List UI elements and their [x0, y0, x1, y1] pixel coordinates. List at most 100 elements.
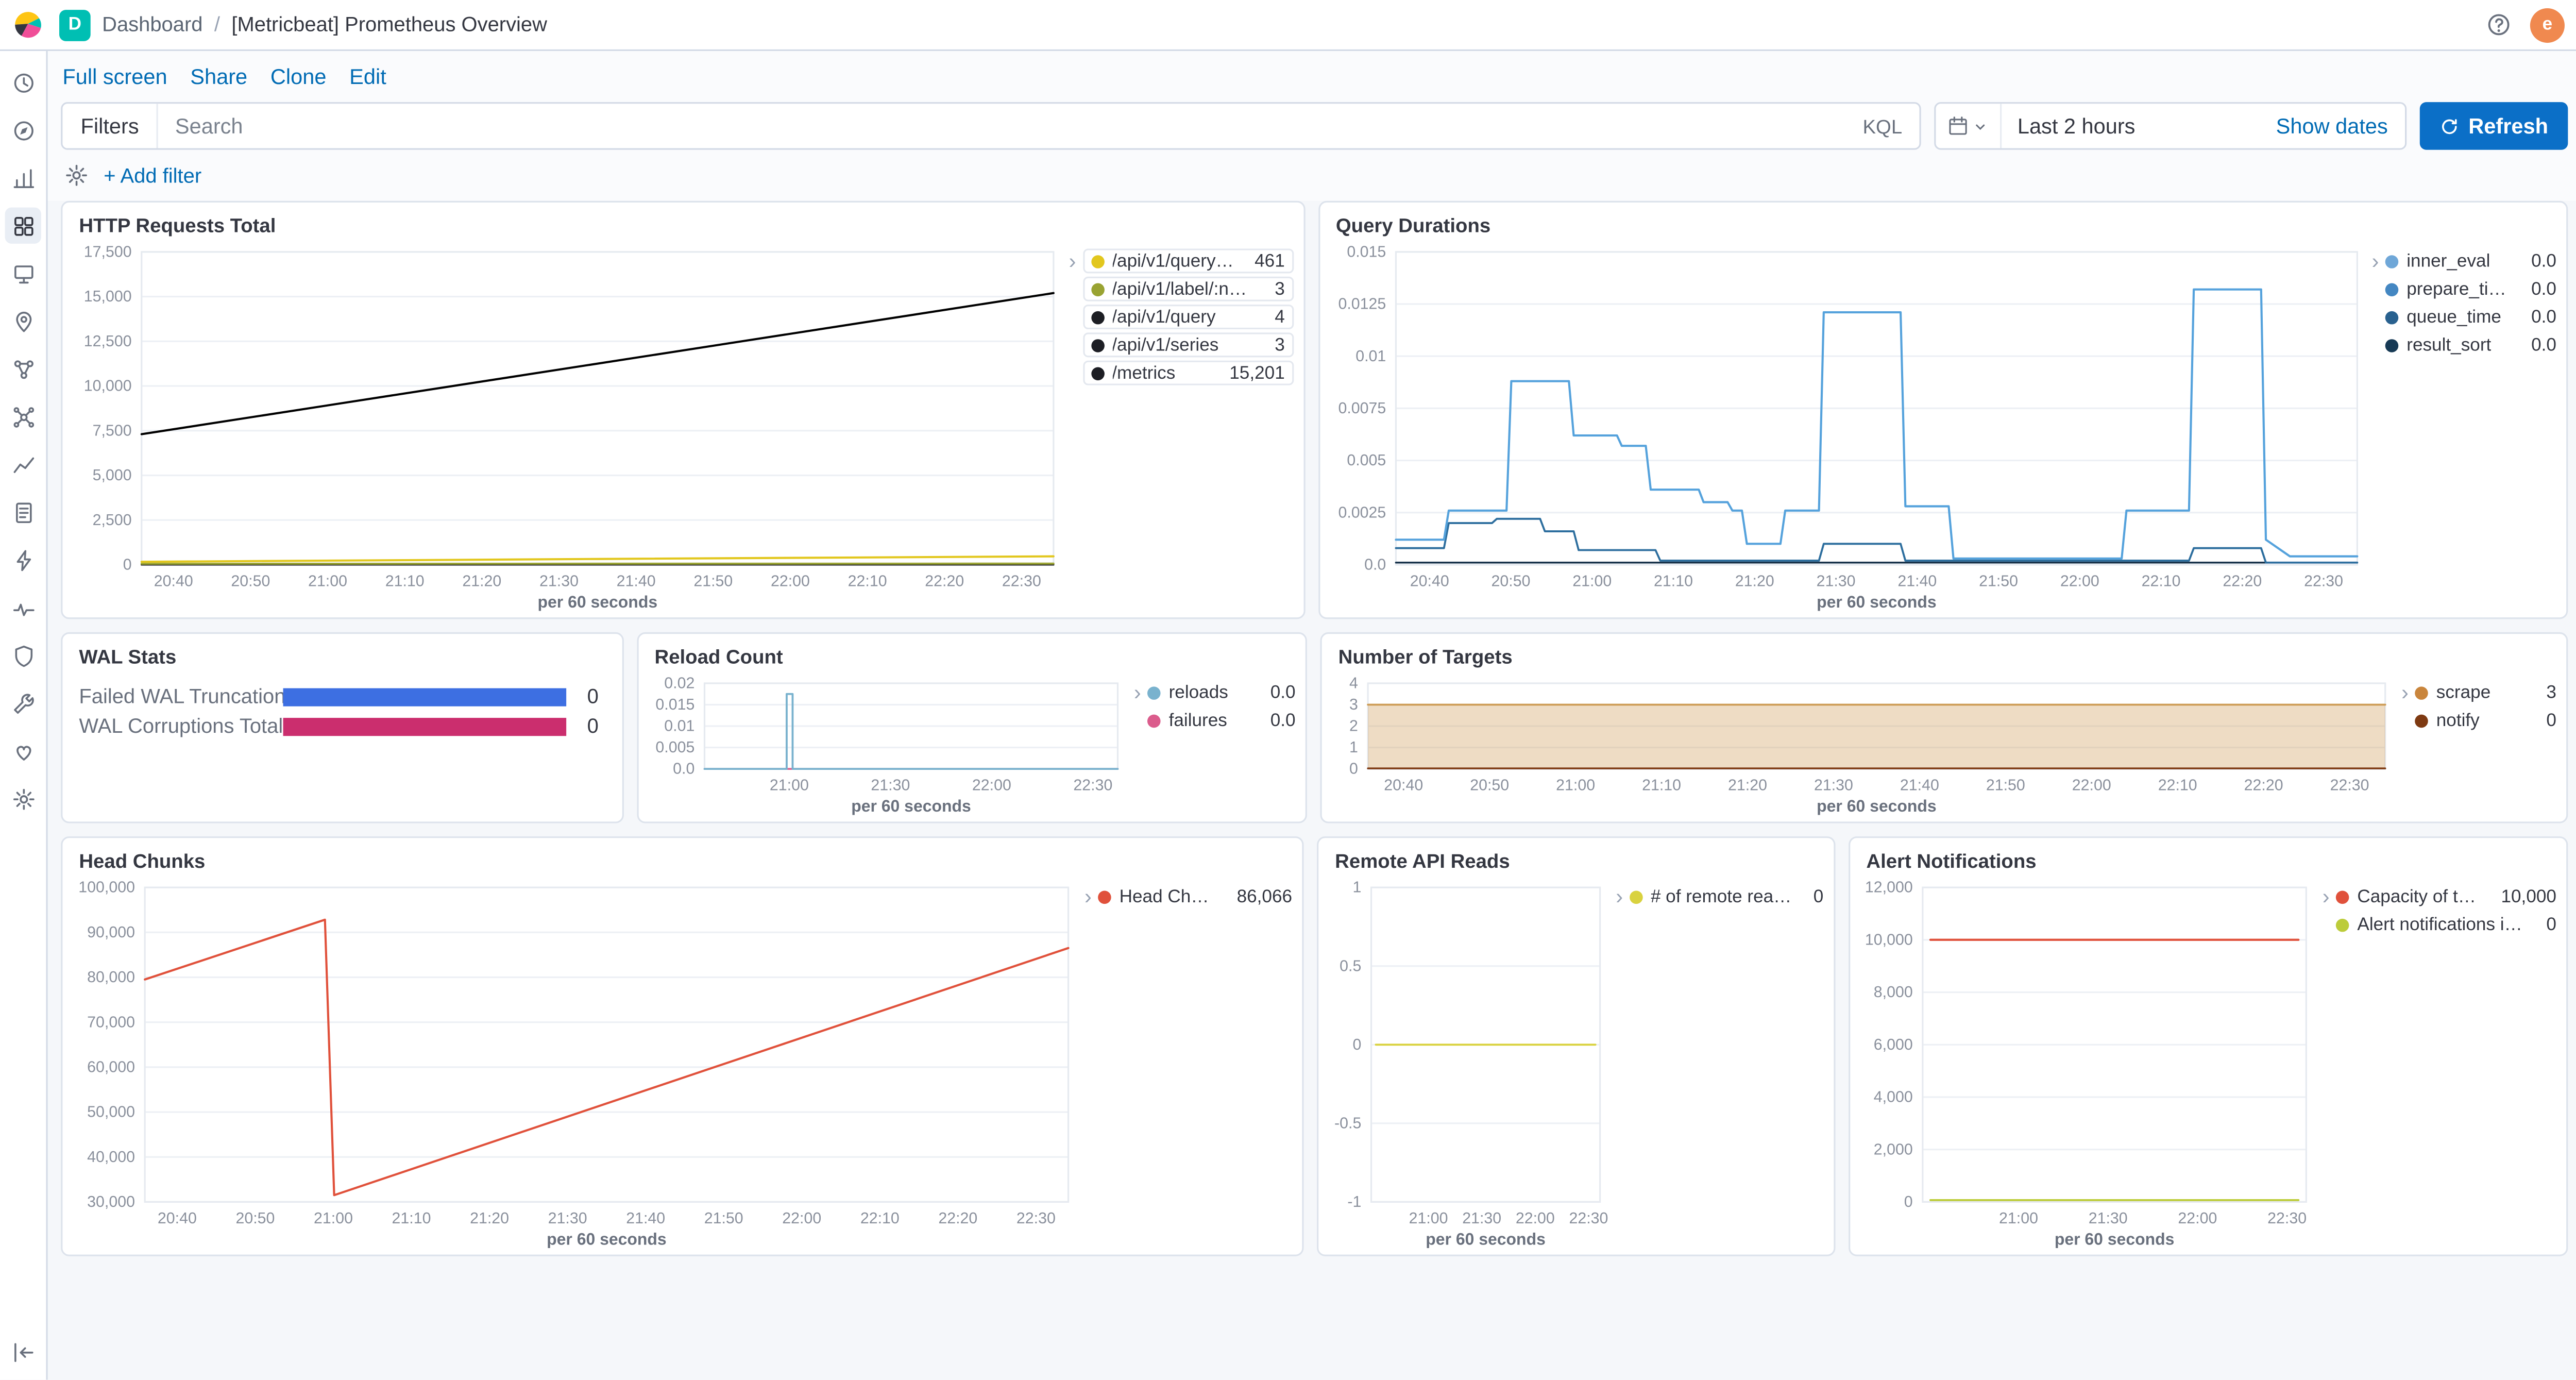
chart-number-of-targets[interactable]: 0 1 2 3 4 20:40 20:50 21:00 21:10 21:20 21:30 21:40…	[1325, 668, 2395, 818]
sidebar-item-siem[interactable]	[5, 637, 41, 674]
clock-icon	[13, 73, 33, 92]
legend-swatch	[2415, 714, 2428, 727]
svg-text:per 60 seconds: per 60 seconds	[538, 593, 658, 611]
svg-text:22:00: 22:00	[2059, 573, 2098, 590]
svg-text:0.01: 0.01	[664, 718, 694, 735]
legend-item[interactable]: # of remote read que... 0	[1629, 884, 1823, 909]
share-link[interactable]: Share	[190, 64, 248, 89]
legend-item[interactable]: reloads 0.0	[1147, 680, 1296, 705]
legend-item[interactable]: /api/v1/series 3	[1082, 332, 1293, 358]
sidebar-item-dev-tools[interactable]	[5, 685, 41, 721]
sidebar-item-logs[interactable]	[5, 494, 41, 530]
legend-value: 0.0	[1270, 710, 1296, 731]
panel-query-durations: Query Durations 0.0 0.0025 0.005 0.0075 0.01 0…	[1317, 200, 2568, 619]
sidebar-item-dashboard[interactable]	[5, 207, 41, 244]
search-input[interactable]	[158, 104, 1846, 148]
legend-toggle-icon[interactable]: ›	[2401, 680, 2409, 705]
sidebar-item-machine-learning[interactable]	[5, 351, 41, 387]
sidebar-item-graph[interactable]	[5, 398, 41, 434]
chart-svg: 0.0 0.005 0.01 0.015 0.02 21:00 21:30 22:00 22:3…	[655, 675, 1118, 815]
svg-text:22:30: 22:30	[1073, 777, 1112, 794]
svg-text:21:00: 21:00	[1409, 1210, 1448, 1227]
filter-settings-button[interactable]	[64, 163, 89, 188]
svg-text:70,000: 70,000	[87, 1014, 135, 1031]
svg-text:22:20: 22:20	[925, 573, 964, 590]
canvas-icon	[13, 264, 33, 283]
sidebar-item-stack-monitoring[interactable]	[5, 733, 41, 769]
legend-swatch	[2335, 918, 2349, 931]
legend-toggle-icon[interactable]: ›	[1616, 884, 1623, 909]
chart-head-chunks[interactable]: 30,000 40,000 50,000 60,000 70,000 80,000 90,0…	[66, 872, 1078, 1251]
app-frame: Full screen Share Clone Edit Filters KQL	[0, 51, 2576, 1380]
legend-item[interactable]: prepare_time 0.0	[2385, 277, 2556, 301]
sidebar-item-recently-viewed[interactable]	[5, 64, 41, 100]
full-screen-link[interactable]: Full screen	[62, 64, 167, 89]
svg-text:21:10: 21:10	[392, 1210, 431, 1227]
refresh-button[interactable]: Refresh	[2419, 102, 2568, 150]
legend-item[interactable]: /api/v1/label/:name/v... 3	[1082, 276, 1293, 301]
time-range-button[interactable]: Last 2 hours	[2001, 113, 2152, 138]
legend-toggle-icon[interactable]: ›	[1069, 248, 1076, 274]
collapse-navigation-button[interactable]	[5, 1334, 41, 1370]
chart-alert-notifications[interactable]: 0 2,000 4,000 6,000 8,000 10,000 12,000 21:00 21…	[1853, 872, 2316, 1251]
legend-item[interactable]: inner_eval 0.0	[2385, 248, 2556, 273]
breadcrumb-dashboard[interactable]: Dashboard	[102, 13, 203, 37]
legend-toggle-icon[interactable]: ›	[1133, 680, 1141, 705]
space-avatar[interactable]: D	[59, 9, 91, 41]
legend-item[interactable]: result_sort 0.0	[2385, 332, 2556, 357]
monitoring-icon	[15, 745, 30, 760]
show-dates-button[interactable]: Show dates	[2260, 113, 2404, 138]
sidebar-item-uptime[interactable]	[5, 590, 41, 626]
svg-text:21:10: 21:10	[385, 573, 425, 590]
legend-item[interactable]: Capacity of the... 10,000	[2335, 884, 2556, 909]
filter-row: + Add filter	[61, 150, 2568, 188]
legend-swatch	[1090, 366, 1104, 380]
help-button[interactable]	[2486, 11, 2512, 38]
sidebar-item-visualize[interactable]	[5, 160, 41, 196]
chart-svg: 30,000 40,000 50,000 60,000 70,000 80,000 90,0…	[78, 879, 1070, 1248]
legend-item[interactable]: /metrics 15,201	[1082, 360, 1293, 385]
legend-toggle-icon[interactable]: ›	[2322, 884, 2330, 909]
sidebar-item-canvas[interactable]	[5, 255, 41, 291]
siem-icon	[14, 645, 32, 666]
legend-toggle-icon[interactable]: ›	[1084, 884, 1092, 909]
svg-text:per 60 seconds: per 60 seconds	[1817, 797, 1937, 815]
chart-http-requests-total[interactable]: 0 2,500 5,000 7,500 10,000 12,500 15,000 17,500…	[66, 237, 1063, 614]
legend-item[interactable]: /api/v1/query_range 461	[1082, 248, 1293, 274]
chart-remote-api-reads[interactable]: -1 -0.5 0 0.5 1 21:00 21:30 22:00 22:30 per 60 se…	[1322, 872, 1609, 1251]
sidebar-item-discover[interactable]	[5, 112, 41, 148]
sidebar-item-management[interactable]	[5, 780, 41, 816]
legend-item[interactable]: Alert notifications in ... 0	[2335, 912, 2556, 937]
sidebar-item-metrics[interactable]	[5, 446, 41, 482]
legend-item[interactable]: notify 0	[2415, 708, 2556, 733]
svg-text:21:30: 21:30	[1816, 573, 1855, 590]
filters-button[interactable]: Filters	[62, 104, 159, 148]
legend-toggle-icon[interactable]: ›	[2371, 248, 2379, 274]
legend-item[interactable]: failures 0.0	[1147, 708, 1296, 733]
sidebar-item-apm[interactable]	[5, 542, 41, 578]
legend-swatch	[1090, 338, 1104, 352]
legend-item[interactable]: /api/v1/query 4	[1082, 305, 1293, 330]
sidebar-item-maps[interactable]	[5, 303, 41, 339]
svg-text:22:20: 22:20	[938, 1210, 977, 1227]
add-filter-button[interactable]: + Add filter	[104, 163, 202, 187]
chart-reload-count[interactable]: 0.0 0.005 0.01 0.015 0.02 21:00 21:30 22:00 22:3…	[641, 668, 1128, 818]
legend-item[interactable]: scrape 3	[2415, 680, 2556, 705]
svg-text:90,000: 90,000	[87, 924, 135, 941]
elastic-logo[interactable]	[13, 10, 43, 40]
clone-link[interactable]: Clone	[270, 64, 327, 89]
svg-text:1: 1	[1352, 879, 1361, 896]
legend-item[interactable]: Head Chunks 86,066	[1098, 884, 1292, 909]
panel-body: 30,000 40,000 50,000 60,000 70,000 80,000 90,0…	[62, 872, 1302, 1254]
svg-text:21:30: 21:30	[2088, 1210, 2127, 1227]
panel-alert-notifications: Alert Notifications 0 2,000 4,000 6,000 8,000…	[1848, 836, 2568, 1256]
chart-query-durations[interactable]: 0.0 0.0025 0.005 0.0075 0.01 0.0125 0.015 20:40…	[1323, 237, 2365, 614]
legend-swatch	[1629, 889, 1642, 903]
legend-item[interactable]: queue_time 0.0	[2385, 305, 2556, 329]
edit-link[interactable]: Edit	[349, 64, 386, 89]
kql-button[interactable]: KQL	[1846, 114, 1919, 138]
user-avatar[interactable]: e	[2530, 7, 2565, 42]
calendar-button[interactable]	[1935, 104, 2001, 148]
svg-text:0.0075: 0.0075	[1337, 400, 1385, 417]
svg-text:-1: -1	[1347, 1193, 1361, 1210]
